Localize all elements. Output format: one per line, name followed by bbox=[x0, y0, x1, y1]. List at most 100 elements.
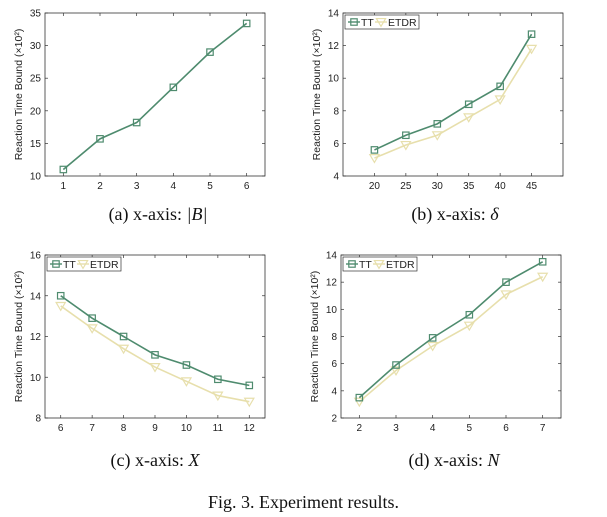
data-point-etdr bbox=[431, 131, 443, 141]
x-tick-label: 11 bbox=[213, 423, 224, 434]
series-line-tt bbox=[60, 295, 250, 387]
caption-d-prefix: (d) x-axis: bbox=[408, 450, 488, 470]
x-tick-label: 5 bbox=[207, 181, 213, 192]
x-tick-label: 45 bbox=[526, 181, 538, 192]
series-line-tt bbox=[62, 22, 248, 171]
y-tick-label: 10 bbox=[328, 74, 340, 85]
data-point-tt bbox=[169, 83, 178, 92]
y-axis-label: Reaction Time Bound (×10²) bbox=[13, 29, 25, 161]
legend-label-tt: TT bbox=[361, 17, 374, 29]
x-tick-label: 3 bbox=[393, 423, 399, 434]
legend: TT ETDR bbox=[342, 256, 418, 272]
data-point-tt bbox=[88, 314, 96, 322]
y-tick-label: 14 bbox=[328, 9, 340, 20]
y-tick-label: 6 bbox=[331, 359, 337, 370]
data-point-tt bbox=[370, 146, 379, 154]
y-axis-label: Reaction Time Bound (×10²) bbox=[13, 271, 25, 403]
x-tick-label: 3 bbox=[134, 181, 140, 192]
x-tick-label: 4 bbox=[171, 181, 177, 192]
x-tick-label: 6 bbox=[244, 181, 250, 192]
data-point-etdr bbox=[463, 113, 475, 123]
x-tick-label: 35 bbox=[463, 181, 475, 192]
data-point-tt bbox=[96, 135, 104, 143]
y-tick-label: 12 bbox=[326, 278, 338, 289]
series-line-etdr bbox=[60, 305, 250, 403]
data-point-etdr bbox=[400, 140, 412, 151]
x-tick-label: 5 bbox=[467, 423, 473, 434]
data-point-etdr bbox=[463, 321, 475, 332]
x-tick-label: 6 bbox=[503, 423, 509, 434]
data-point-etdr bbox=[117, 344, 130, 355]
legend-label-tt: TT bbox=[63, 259, 76, 271]
x-tick-label: 2 bbox=[357, 423, 363, 434]
caption-c-math: X bbox=[188, 450, 200, 470]
chart-a: 1 2 3 4 5 6 10 15 20 25 30 35 Reaction Time Bound (×… bbox=[13, 9, 266, 192]
y-tick-label: 8 bbox=[35, 414, 41, 425]
data-point-etdr bbox=[390, 366, 402, 377]
figure-caption: Fig. 3. Experiment results. bbox=[208, 492, 399, 512]
chart-b: 20 25 30 35 40 45 4 6 8 10 12 14 Reaction Time Bound… bbox=[311, 9, 564, 192]
y-axis-label: Reaction Time Bound (×10²) bbox=[309, 271, 321, 403]
series-line-etdr bbox=[374, 48, 533, 159]
legend-label-etdr: ETDR bbox=[90, 259, 119, 271]
data-point-etdr bbox=[243, 397, 255, 408]
x-tick-label: 9 bbox=[152, 423, 158, 434]
y-tick-label: 15 bbox=[30, 139, 42, 150]
legend-marker-etdr bbox=[375, 17, 387, 28]
caption-c-prefix: (c) x-axis: bbox=[110, 450, 189, 470]
caption-d-math: N bbox=[487, 450, 500, 470]
data-point-tt bbox=[496, 82, 504, 91]
data-point-etdr bbox=[149, 363, 161, 373]
y-tick-label: 8 bbox=[331, 332, 337, 343]
x-tick-label: 4 bbox=[430, 423, 436, 434]
y-tick-label: 4 bbox=[331, 386, 337, 397]
data-point-tt bbox=[214, 375, 222, 384]
legend-marker-etdr bbox=[373, 259, 385, 270]
caption-a-math: |B| bbox=[186, 204, 208, 224]
legend: TT ETDR bbox=[344, 14, 420, 30]
data-point-tt bbox=[502, 278, 510, 286]
data-point-etdr bbox=[55, 301, 67, 312]
y-tick-label: 16 bbox=[30, 251, 42, 262]
data-point-tt bbox=[242, 19, 251, 28]
legend-marker-etdr bbox=[77, 259, 89, 270]
x-tick-label: 30 bbox=[432, 181, 444, 192]
y-tick-label: 10 bbox=[30, 172, 42, 183]
x-tick-label: 1 bbox=[61, 181, 67, 192]
data-point-tt bbox=[402, 131, 410, 140]
y-tick-label: 14 bbox=[30, 291, 42, 302]
y-tick-label: 10 bbox=[30, 373, 42, 384]
x-tick-label: 2 bbox=[97, 181, 103, 192]
y-axis-label: Reaction Time Bound (×10²) bbox=[311, 29, 323, 161]
x-tick-label: 25 bbox=[400, 181, 412, 192]
x-tick-label: 7 bbox=[89, 423, 95, 434]
legend-marker-tt bbox=[52, 260, 60, 268]
legend-label-tt: TT bbox=[359, 259, 372, 271]
data-point-etdr bbox=[353, 397, 365, 408]
caption-d: (d) x-axis: N bbox=[344, 450, 564, 471]
data-point-tt bbox=[538, 257, 547, 266]
data-point-tt bbox=[206, 48, 214, 56]
data-point-tt bbox=[464, 100, 473, 109]
data-point-tt bbox=[465, 310, 474, 319]
chart-c: 6 7 8 9 10 11 12 8 10 12 14 16 Reaction Time Bound (… bbox=[13, 251, 266, 434]
data-point-etdr bbox=[212, 391, 224, 402]
y-tick-label: 12 bbox=[328, 41, 340, 52]
series-line-tt bbox=[374, 33, 533, 151]
data-point-tt bbox=[132, 118, 141, 127]
data-point-tt bbox=[245, 381, 254, 390]
data-point-tt bbox=[433, 120, 442, 128]
caption-b-prefix: (b) x-axis: bbox=[411, 204, 491, 224]
series-line-etdr bbox=[358, 276, 544, 403]
y-tick-label: 35 bbox=[30, 9, 42, 20]
caption-c: (c) x-axis: X bbox=[45, 450, 265, 471]
data-point-tt bbox=[428, 334, 437, 342]
y-tick-label: 4 bbox=[333, 172, 339, 183]
data-point-etdr bbox=[525, 44, 538, 55]
data-point-tt bbox=[119, 332, 128, 341]
y-tick-label: 30 bbox=[30, 41, 42, 52]
y-tick-label: 12 bbox=[30, 332, 42, 343]
data-point-etdr bbox=[180, 377, 193, 387]
